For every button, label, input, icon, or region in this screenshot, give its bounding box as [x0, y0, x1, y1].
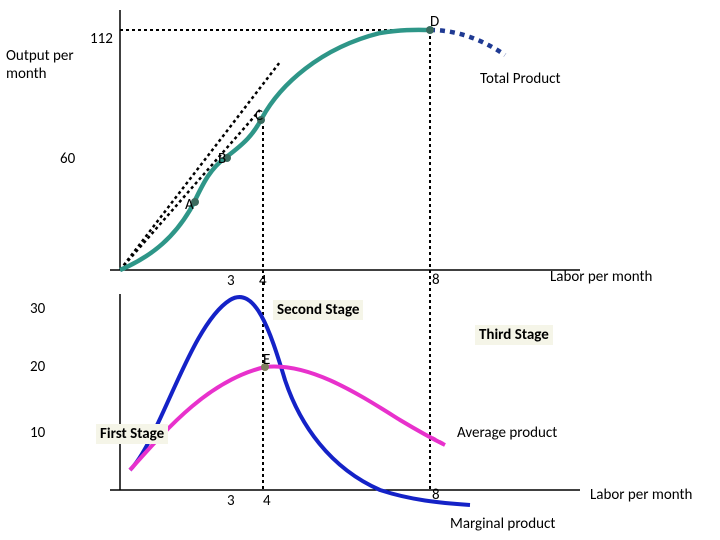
y-tick-20: 20	[30, 358, 45, 376]
point-b-label: B	[218, 150, 226, 168]
tangent-a	[120, 62, 280, 270]
mp-curve	[130, 297, 470, 505]
second-stage-label: Second Stage	[273, 300, 363, 320]
y-tick-60: 60	[60, 150, 75, 168]
y-axis-label-top: Output permonth	[6, 47, 74, 83]
bot-x-tick-3: 3	[227, 492, 235, 510]
third-stage-label: Third Stage	[475, 325, 553, 345]
point-e-label: E	[263, 351, 270, 369]
top-x-axis-label: Labor per month	[550, 268, 652, 286]
y-tick-10: 10	[30, 424, 45, 442]
tp-label: Total Product	[480, 70, 561, 88]
bot-x-tick-4: 4	[263, 492, 271, 510]
bot-x-axis-label: Labor per month	[590, 486, 692, 504]
point-c-label: C	[255, 107, 263, 125]
ap-label: Average product	[457, 424, 557, 442]
y-tick-112: 112	[90, 30, 113, 48]
top-x-tick-3: 3	[227, 272, 235, 290]
top-x-tick-8: 8	[432, 271, 440, 289]
y-tick-30: 30	[30, 300, 45, 318]
first-stage-label: First Stage	[96, 424, 168, 444]
tp-curve-dotted	[430, 30, 505, 55]
point-d-label: D	[430, 13, 439, 31]
point-a-label: A	[185, 196, 194, 214]
bot-x-tick-8: 8	[432, 486, 440, 504]
tangent-b	[120, 110, 260, 270]
tp-curve	[120, 30, 430, 270]
mp-label: Marginal product	[450, 515, 555, 533]
top-x-tick-4: 4	[259, 272, 267, 290]
